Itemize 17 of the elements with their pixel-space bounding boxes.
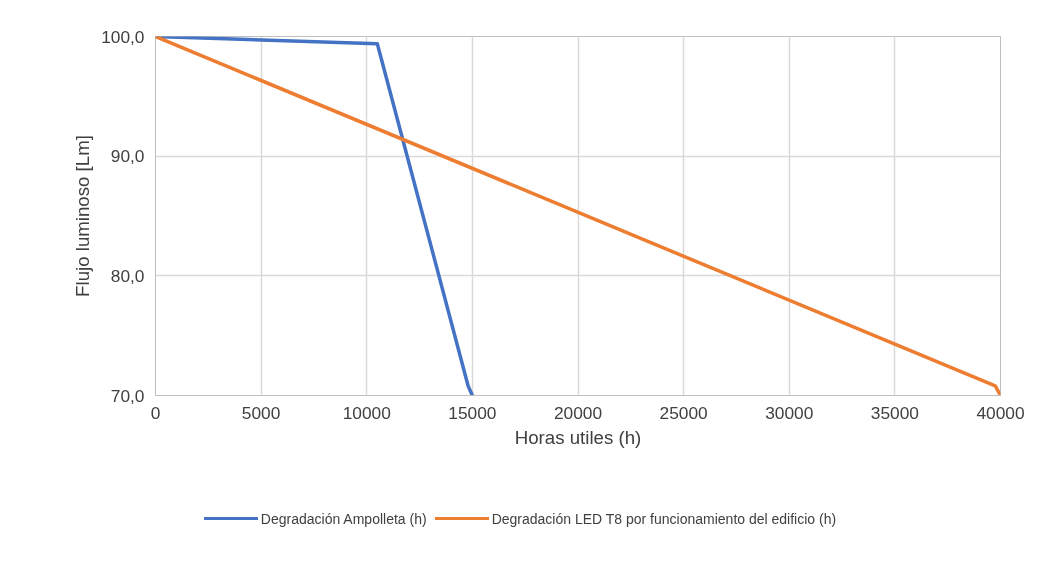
legend-label: Degradación LED T8 por funcionamiento del edificio (h) bbox=[491, 509, 837, 529]
x-axis-title: Horas utiles (h) bbox=[514, 426, 642, 448]
y-tick-label: 70,0 bbox=[110, 385, 145, 406]
x-tick-label: 40000 bbox=[976, 402, 1025, 423]
legend-label: Degradación Ampolleta (h) bbox=[260, 509, 427, 529]
x-tick-label: 30000 bbox=[765, 402, 814, 423]
x-tick-label: 25000 bbox=[659, 402, 708, 423]
x-tick-label: 35000 bbox=[870, 402, 919, 423]
y-axis-title: Flujo luminoso [Lm] bbox=[72, 135, 94, 297]
x-tick-label: 10000 bbox=[342, 402, 391, 423]
y-tick-label: 100,0 bbox=[101, 26, 145, 47]
x-tick-label: 5000 bbox=[241, 402, 281, 423]
x-tick-label: 0 bbox=[150, 402, 161, 423]
x-tick-label: 15000 bbox=[448, 402, 497, 423]
y-tick-label: 80,0 bbox=[110, 265, 145, 286]
x-tick-label: 20000 bbox=[553, 402, 603, 423]
y-tick-label: 90,0 bbox=[110, 146, 145, 167]
